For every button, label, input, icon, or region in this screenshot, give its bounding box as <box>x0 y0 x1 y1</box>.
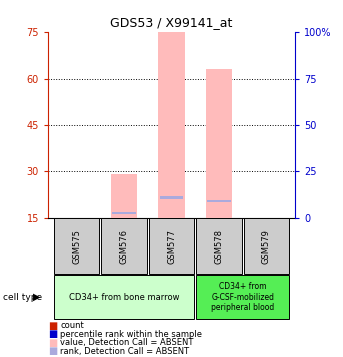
Text: GSM576: GSM576 <box>119 229 129 264</box>
Bar <box>111 175 137 218</box>
Text: cell type: cell type <box>3 292 43 302</box>
FancyBboxPatch shape <box>54 275 194 319</box>
Text: GSM579: GSM579 <box>262 229 271 264</box>
Text: ■: ■ <box>48 338 57 348</box>
FancyBboxPatch shape <box>101 218 147 274</box>
Bar <box>158 32 185 218</box>
FancyBboxPatch shape <box>149 218 194 274</box>
Bar <box>207 200 231 202</box>
Text: ■: ■ <box>48 329 57 339</box>
Text: value, Detection Call = ABSENT: value, Detection Call = ABSENT <box>60 338 193 347</box>
Text: ▶: ▶ <box>33 292 40 302</box>
Text: GDS53 / X99141_at: GDS53 / X99141_at <box>110 16 233 29</box>
Text: CD34+ from
G-CSF-mobilized
peripheral blood: CD34+ from G-CSF-mobilized peripheral bl… <box>211 282 274 312</box>
FancyBboxPatch shape <box>54 218 99 274</box>
Bar <box>112 212 136 214</box>
FancyBboxPatch shape <box>196 275 289 319</box>
Text: GSM577: GSM577 <box>167 229 176 264</box>
FancyBboxPatch shape <box>196 218 242 274</box>
Text: count: count <box>60 321 84 330</box>
FancyBboxPatch shape <box>244 218 289 274</box>
Text: percentile rank within the sample: percentile rank within the sample <box>60 330 202 339</box>
Text: GSM578: GSM578 <box>214 229 224 264</box>
Text: rank, Detection Call = ABSENT: rank, Detection Call = ABSENT <box>60 347 189 356</box>
Text: CD34+ from bone marrow: CD34+ from bone marrow <box>69 293 179 302</box>
Text: ■: ■ <box>48 346 57 356</box>
Bar <box>206 69 232 218</box>
Bar <box>160 196 183 199</box>
Text: ■: ■ <box>48 321 57 331</box>
Text: GSM575: GSM575 <box>72 229 81 264</box>
